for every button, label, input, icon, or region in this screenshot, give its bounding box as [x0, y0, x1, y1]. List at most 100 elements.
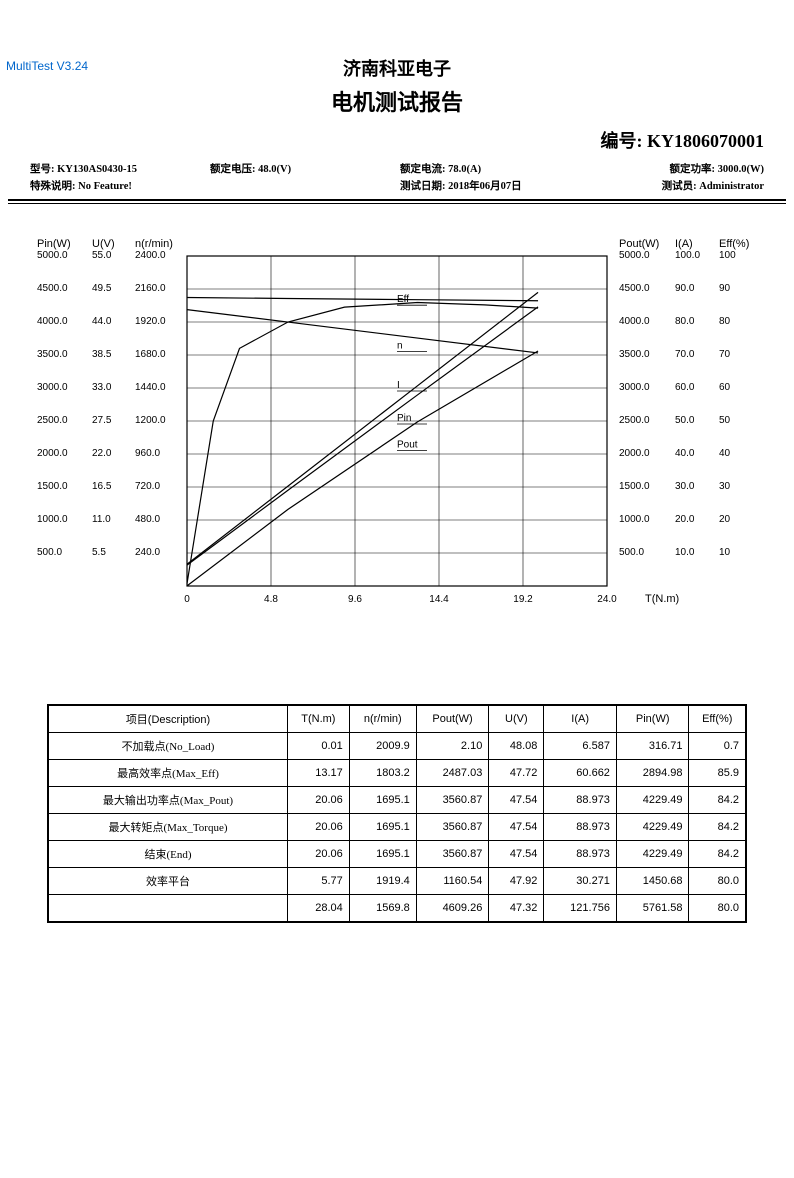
table-row: 最高效率点(Max_Eff)13.171803.22487.0347.7260.…	[48, 760, 746, 787]
row-desc: 结束(End)	[48, 841, 288, 868]
cell: 85.9	[689, 760, 746, 787]
axis-label-right: Pout(W)	[619, 238, 659, 250]
axis-tick: 1500.0	[37, 482, 68, 492]
meta-block: 型号: KY130AS0430-15 额定电压: 48.0(V) 额定电流: 7…	[30, 161, 764, 193]
cell: 3560.87	[416, 814, 489, 841]
axis-tick: 16.5	[92, 482, 111, 492]
cell: 0.01	[288, 733, 350, 760]
meta-volt: 48.0(V)	[258, 164, 291, 175]
serial-number: 编号: KY1806070001	[0, 127, 764, 153]
svg-text:Pout: Pout	[397, 439, 418, 450]
cell: 88.973	[544, 787, 617, 814]
axis-tick: 1680.0	[135, 350, 166, 360]
axis-tick: 2500.0	[37, 416, 68, 426]
meta-tester-label: 测试员:	[662, 181, 697, 192]
axis-tick: 10	[719, 548, 730, 558]
chart-svg: 04.89.614.419.224.0T(N.m)EffnIPinPout	[27, 234, 767, 654]
motor-chart: 04.89.614.419.224.0T(N.m)EffnIPinPout Pi…	[27, 234, 767, 654]
axis-tick: 4000.0	[619, 317, 650, 327]
cell: 4229.49	[616, 841, 689, 868]
company-name: 济南科亚电子	[0, 55, 794, 81]
axis-tick: 2500.0	[619, 416, 650, 426]
axis-label-left: Pin(W)	[37, 238, 71, 250]
report-header: 济南科亚电子 电机测试报告	[0, 55, 794, 117]
axis-tick: 3500.0	[619, 350, 650, 360]
cell: 1803.2	[349, 760, 416, 787]
axis-tick: 1440.0	[135, 383, 166, 393]
axis-tick: 1000.0	[619, 515, 650, 525]
axis-tick: 5000.0	[37, 251, 68, 261]
svg-text:24.0: 24.0	[597, 594, 617, 605]
svg-text:0: 0	[184, 594, 190, 605]
col-header: T(N.m)	[288, 705, 350, 733]
axis-tick: 4000.0	[37, 317, 68, 327]
meta-date: 2018年06月07日	[448, 181, 522, 192]
axis-tick: 500.0	[619, 548, 644, 558]
cell: 47.54	[489, 787, 544, 814]
cell: 13.17	[288, 760, 350, 787]
cell: 84.2	[689, 814, 746, 841]
axis-label-left: n(r/min)	[135, 238, 173, 250]
table-row: 效率平台5.771919.41160.5447.9230.2711450.688…	[48, 868, 746, 895]
axis-tick: 10.0	[675, 548, 694, 558]
meta-feat: No Feature!	[78, 181, 132, 192]
axis-tick: 50	[719, 416, 730, 426]
axis-tick: 55.0	[92, 251, 111, 261]
axis-label-right: I(A)	[675, 238, 693, 250]
col-header: 项目(Description)	[48, 705, 288, 733]
axis-tick: 11.0	[92, 515, 111, 525]
col-header: Eff(%)	[689, 705, 746, 733]
axis-tick: 2160.0	[135, 284, 166, 294]
row-desc: 效率平台	[48, 868, 288, 895]
cell: 2894.98	[616, 760, 689, 787]
axis-tick: 90.0	[675, 284, 694, 294]
axis-tick: 5.5	[92, 548, 106, 558]
meta-curr: 78.0(A)	[448, 164, 481, 175]
meta-feat-label: 特殊说明:	[30, 181, 76, 192]
cell: 47.54	[489, 841, 544, 868]
axis-tick: 40.0	[675, 449, 694, 459]
cell: 316.71	[616, 733, 689, 760]
axis-tick: 20.0	[675, 515, 694, 525]
axis-label-right: Eff(%)	[719, 238, 749, 250]
meta-model: KY130AS0430-15	[57, 164, 137, 175]
cell: 3560.87	[416, 841, 489, 868]
axis-tick: 4500.0	[619, 284, 650, 294]
cell: 88.973	[544, 841, 617, 868]
serial-label: 编号:	[601, 131, 643, 151]
cell: 2487.03	[416, 760, 489, 787]
cell: 47.92	[489, 868, 544, 895]
axis-tick: 50.0	[675, 416, 694, 426]
svg-text:14.4: 14.4	[429, 594, 449, 605]
cell: 5761.58	[616, 895, 689, 923]
row-desc: 最大输出功率点(Max_Pout)	[48, 787, 288, 814]
cell: 80.0	[689, 868, 746, 895]
table-row: 最大输出功率点(Max_Pout)20.061695.13560.8747.54…	[48, 787, 746, 814]
cell: 20.06	[288, 814, 350, 841]
cell: 6.587	[544, 733, 617, 760]
meta-date-label: 测试日期:	[400, 181, 446, 192]
cell: 88.973	[544, 814, 617, 841]
col-header: n(r/min)	[349, 705, 416, 733]
axis-tick: 38.5	[92, 350, 111, 360]
svg-text:I: I	[397, 380, 400, 391]
col-header: Pin(W)	[616, 705, 689, 733]
cell: 84.2	[689, 841, 746, 868]
axis-tick: 480.0	[135, 515, 160, 525]
meta-pow-label: 额定功率:	[670, 164, 716, 175]
software-label: MultiTest V3.24	[6, 59, 88, 73]
axis-tick: 90	[719, 284, 730, 294]
axis-tick: 1920.0	[135, 317, 166, 327]
axis-tick: 3000.0	[37, 383, 68, 393]
axis-tick: 30	[719, 482, 730, 492]
cell: 2.10	[416, 733, 489, 760]
svg-text:Eff: Eff	[397, 294, 409, 305]
axis-tick: 70.0	[675, 350, 694, 360]
axis-tick: 60	[719, 383, 730, 393]
axis-tick: 80	[719, 317, 730, 327]
svg-text:4.8: 4.8	[264, 594, 278, 605]
svg-text:9.6: 9.6	[348, 594, 362, 605]
axis-label-left: U(V)	[92, 238, 115, 250]
cell: 0.7	[689, 733, 746, 760]
cell: 1450.68	[616, 868, 689, 895]
